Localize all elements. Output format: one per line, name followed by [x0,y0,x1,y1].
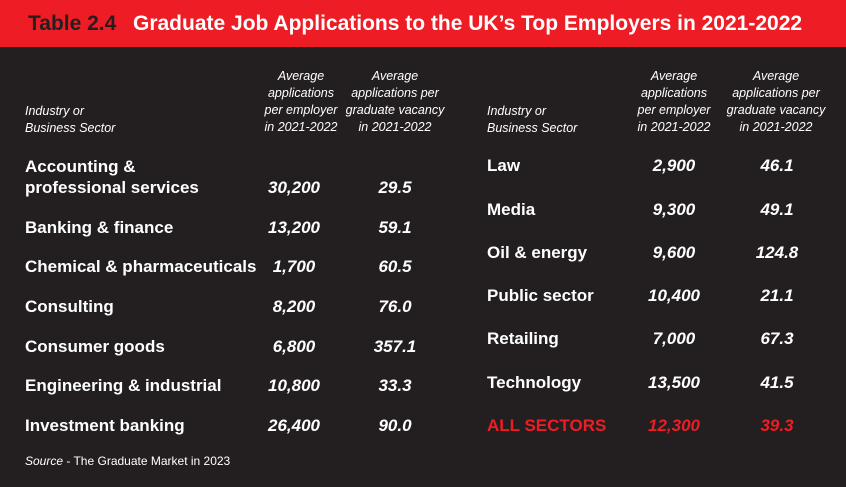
row-sector: Consumer goods [25,337,165,356]
title-bar: Table 2.4 Graduate Job Applications to t… [0,0,846,47]
total-sector: ALL SECTORS [487,416,607,435]
header-line: Average [752,69,800,83]
row-sector: Consulting [25,297,114,316]
row-per-vacancy: 90.0 [378,416,412,435]
row-per-employer: 2,900 [652,156,696,175]
row-per-employer: 10,400 [648,286,700,305]
row-sector: Engineering & industrial [25,376,222,395]
header-per-employer-left: Average applications per employer in 202… [246,68,356,136]
header-line: Average [371,69,419,83]
header-line: Industry or [487,104,547,118]
row-per-vacancy: 59.1 [378,218,412,237]
row-sector: Media [487,200,536,219]
total-per-employer: 12,300 [648,416,700,435]
header-line: applications per [732,86,820,100]
row-per-vacancy: 60.5 [378,257,412,276]
table-title: Graduate Job Applications to the UK’s To… [133,12,803,35]
row-per-vacancy: 357.1 [373,337,417,356]
row-per-employer: 26,400 [268,416,320,435]
row-per-vacancy: 76.0 [378,297,412,316]
sector-line: professional services [25,178,199,197]
row-per-employer: 7,000 [652,329,696,348]
row-per-vacancy: 124.8 [755,243,799,262]
header-line: applications [640,86,707,100]
row-sector: Investment banking [25,416,185,435]
row-sector: Banking & finance [25,218,174,237]
row-per-employer: 9,300 [652,200,696,219]
header-per-vacancy-left: Average applications per graduate vacanc… [335,68,455,136]
source-note: Source - The Graduate Market in 2023 [25,454,230,468]
header-line: graduate vacancy [726,103,826,117]
table-number: Table 2.4 [28,12,117,35]
row-per-vacancy: 49.1 [760,200,794,219]
header-line: applications per [351,86,439,100]
row-per-vacancy: 33.3 [378,376,412,395]
row-sector: Law [487,156,521,175]
sector-line: Accounting & [25,157,136,176]
row-per-employer: 13,500 [648,373,700,392]
source-text: - The Graduate Market in 2023 [63,454,231,468]
row-sector: Technology [487,373,582,392]
header-line: per employer [637,103,711,117]
row-per-employer: 30,200 [268,178,320,197]
row-per-employer: 1,700 [272,257,316,276]
row-per-employer: 13,200 [268,218,320,237]
row-sector: Public sector [487,286,594,305]
header-per-vacancy-right: Average applications per graduate vacanc… [716,68,836,136]
header-per-employer-right: Average applications per employer in 202… [619,68,729,136]
header-line: Average [650,69,698,83]
header-line: in 2021-2022 [264,120,338,134]
header-line: Average [277,69,325,83]
header-sector-right: Industry or Business Sector [487,103,577,137]
row-per-employer: 8,200 [272,297,316,316]
row-per-employer: 10,800 [268,376,320,395]
row-sector: Chemical & pharmaceuticals [25,257,257,276]
header-line: Business Sector [25,121,116,135]
source-label: Source [25,454,64,468]
header-sector-left: Industry or Business Sector [25,103,115,137]
header-line: applications [267,86,334,100]
header-line: in 2021-2022 [739,120,813,134]
row-sector: Retailing [487,329,559,348]
row-per-vacancy: 67.3 [760,329,794,348]
header-line: graduate vacancy [345,103,445,117]
header-line: Business Sector [487,121,578,135]
total-per-vacancy: 39.3 [760,416,794,435]
header-line: in 2021-2022 [358,120,432,134]
row-per-vacancy: 41.5 [760,373,794,392]
header-line: in 2021-2022 [637,120,711,134]
row-per-vacancy: 29.5 [378,178,412,197]
header-line: Industry or [25,104,85,118]
row-per-vacancy: 46.1 [760,156,794,175]
row-per-vacancy: 21.1 [760,286,794,305]
row-sector: Accounting & professional services [25,156,199,198]
row-per-employer: 9,600 [652,243,696,262]
header-line: per employer [264,103,338,117]
row-per-employer: 6,800 [272,337,316,356]
row-sector: Oil & energy [487,243,588,262]
